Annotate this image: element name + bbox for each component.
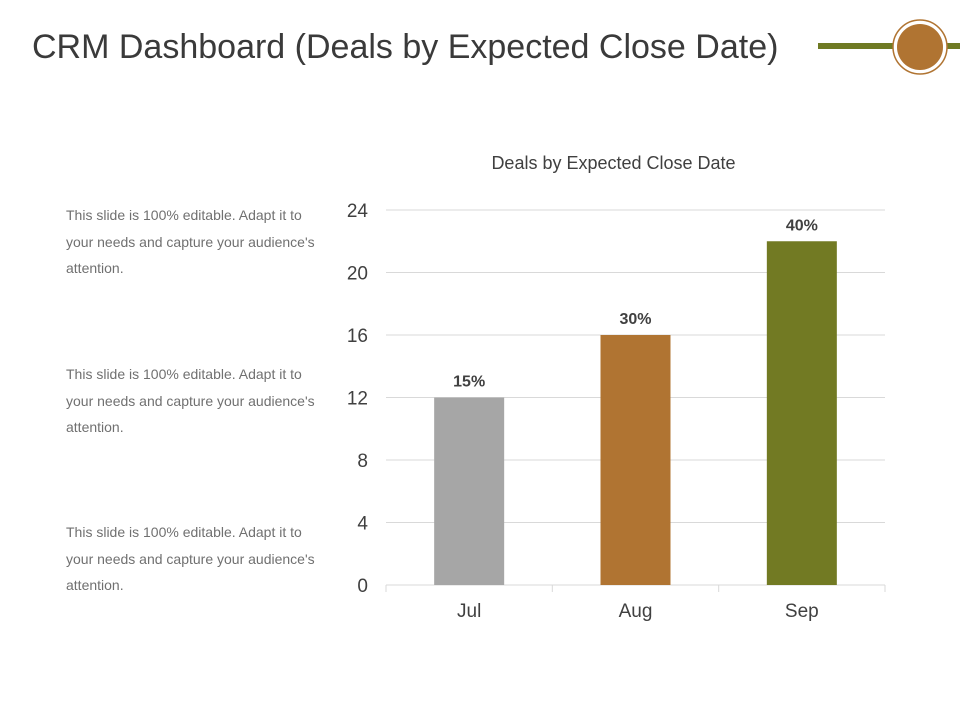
x-tick-label: Jul	[457, 601, 481, 622]
y-tick-label: 20	[347, 264, 368, 285]
text-block-2: This slide is 100% editable. Adapt it to…	[66, 366, 315, 435]
y-tick-label: 0	[357, 576, 368, 597]
y-tick-label: 8	[357, 451, 368, 472]
data-label: 40%	[786, 217, 818, 234]
page-title: CRM Dashboard (Deals by Expected Close D…	[32, 28, 779, 66]
y-tick-label: 16	[347, 326, 368, 347]
y-tick-label: 4	[357, 514, 368, 535]
bar-jul	[434, 397, 505, 585]
y-tick-label: 12	[347, 389, 368, 410]
text-block-1: This slide is 100% editable. Adapt it to…	[66, 207, 315, 276]
bar-sep	[766, 241, 837, 585]
text-block-3: This slide is 100% editable. Adapt it to…	[66, 524, 315, 593]
chart-title: Deals by Expected Close Date	[491, 153, 735, 173]
data-label: 30%	[619, 311, 651, 328]
x-tick-label: Aug	[619, 601, 653, 622]
accent-circle	[897, 24, 943, 70]
title-decoration	[818, 19, 960, 75]
bar-aug	[600, 335, 671, 585]
x-tick-label: Sep	[785, 601, 819, 622]
y-tick-label: 24	[347, 201, 369, 222]
data-label: 15%	[453, 374, 485, 391]
